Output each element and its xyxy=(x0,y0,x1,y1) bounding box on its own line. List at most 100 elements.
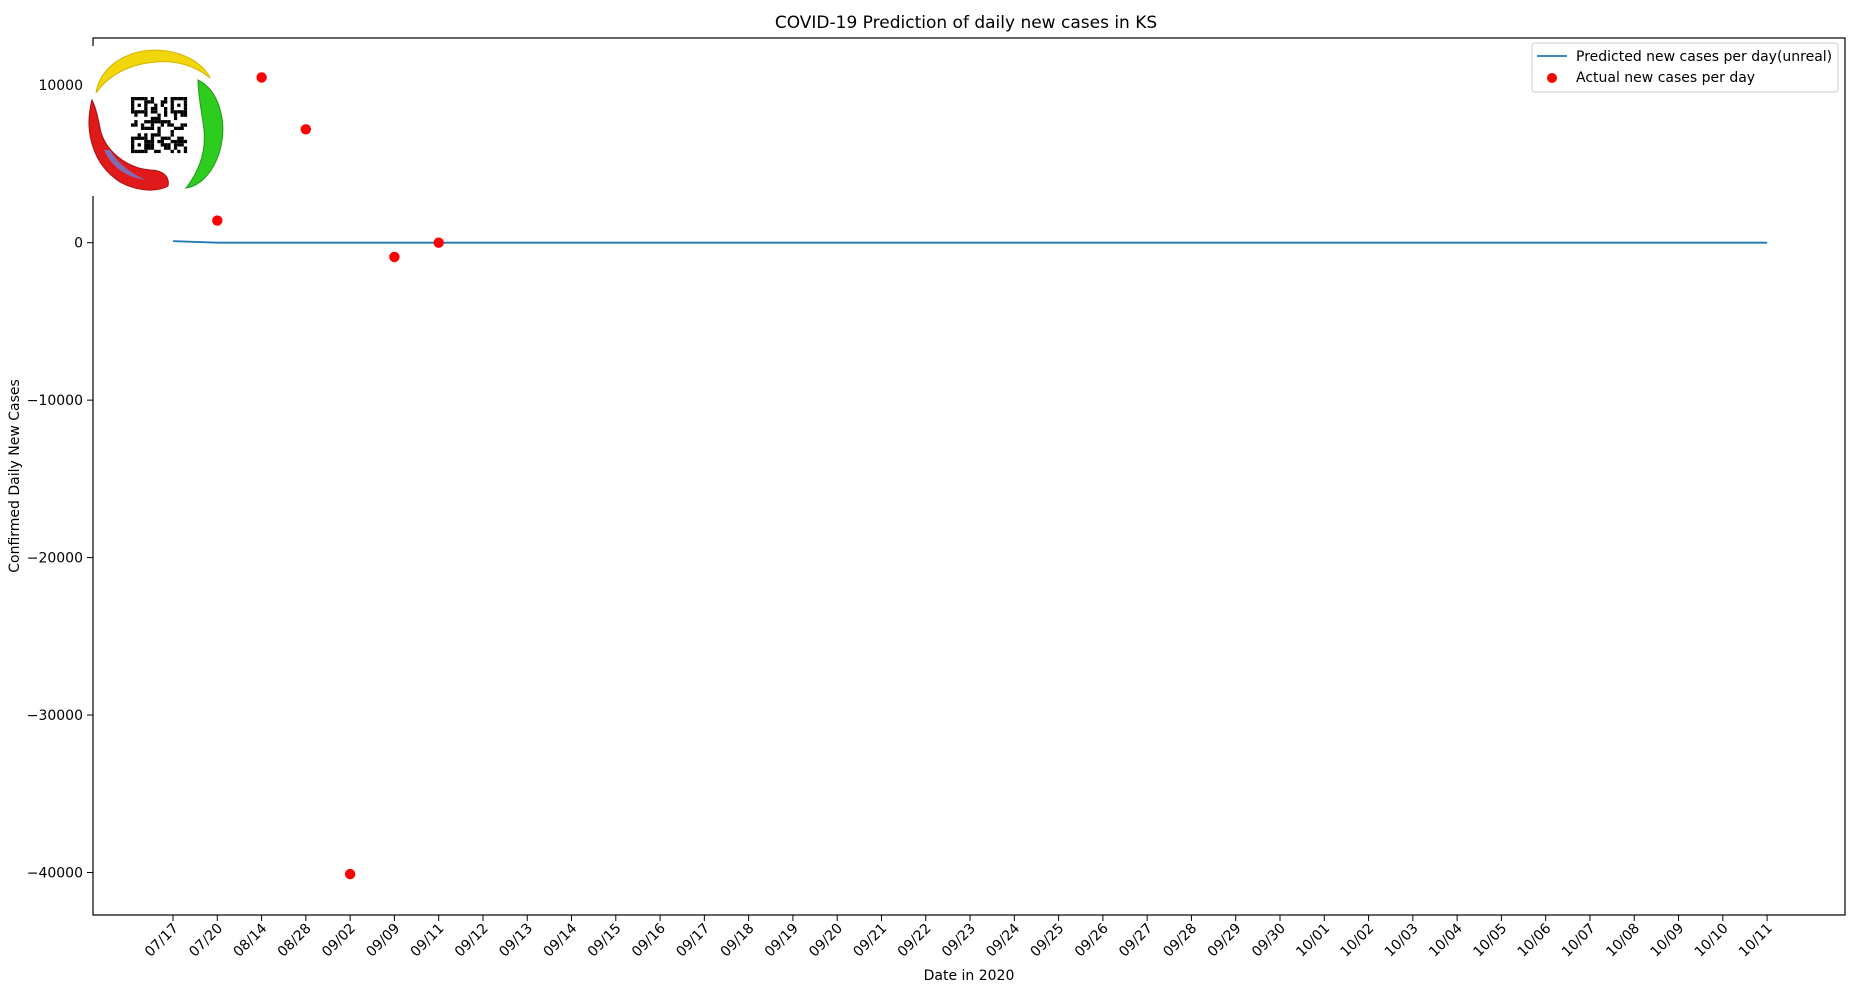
qr-module xyxy=(160,139,164,144)
y-tick-label: −20000 xyxy=(27,551,83,567)
qr-module xyxy=(134,136,138,140)
plot-frame xyxy=(92,37,1846,916)
qr-module xyxy=(164,97,168,101)
qr-module xyxy=(150,126,155,130)
qr-module xyxy=(160,100,164,104)
qr-module xyxy=(167,123,171,127)
actual-data-point xyxy=(212,215,223,226)
qr-module xyxy=(154,149,158,154)
qr-module xyxy=(147,146,151,150)
qr-module xyxy=(180,143,184,147)
qr-module xyxy=(150,136,155,140)
qr-module xyxy=(173,97,178,101)
qr-module xyxy=(180,97,184,101)
y-tick-label: 0 xyxy=(74,236,83,252)
qr-module xyxy=(137,103,141,107)
qr-module xyxy=(164,146,168,150)
qr-module xyxy=(177,136,181,140)
qr-module xyxy=(150,139,155,144)
qr-module xyxy=(177,110,181,114)
qr-module xyxy=(131,149,135,154)
qr-module xyxy=(180,126,184,130)
qr-module xyxy=(154,106,158,111)
qr-module xyxy=(140,123,145,127)
qr-module xyxy=(134,123,138,127)
qr-module xyxy=(150,120,155,124)
qr-module xyxy=(150,143,155,147)
qr-module xyxy=(167,136,171,140)
qr-module xyxy=(157,139,161,144)
qr-module xyxy=(173,139,178,144)
qr-module xyxy=(134,149,138,154)
qr-module xyxy=(131,97,135,101)
qr-module xyxy=(177,139,181,144)
qr-module xyxy=(131,103,135,107)
legend-frame xyxy=(1531,42,1839,93)
series-layer xyxy=(172,72,1768,880)
qr-module xyxy=(170,106,174,111)
legend-label-predicted: Predicted new cases per day(unreal) xyxy=(1576,49,1832,65)
qr-module xyxy=(170,139,174,144)
plot-area xyxy=(92,37,1846,916)
qr-module xyxy=(183,113,188,117)
qr-module xyxy=(183,149,188,154)
qr-module xyxy=(137,149,141,154)
y-tick-label: −40000 xyxy=(27,865,83,881)
qr-module xyxy=(131,143,135,147)
qr-module xyxy=(154,103,158,107)
qr-module xyxy=(170,110,174,114)
qr-module xyxy=(157,149,161,154)
qr-module xyxy=(183,97,188,101)
qr-module xyxy=(160,120,164,124)
qr-module xyxy=(173,116,178,121)
actual-data-point xyxy=(433,237,444,248)
qr-module xyxy=(170,130,174,134)
qr-module xyxy=(144,110,148,114)
qr-module xyxy=(177,143,181,147)
qr-module xyxy=(164,100,168,104)
qr-module xyxy=(177,97,181,101)
qr-module xyxy=(144,149,148,154)
y-axis: 10000 0 −10000 −20000 −30000 −40000 xyxy=(27,78,93,881)
qr-module xyxy=(164,110,168,114)
qr-module xyxy=(144,133,148,137)
qr-module xyxy=(177,103,181,107)
actual-data-point xyxy=(300,124,311,135)
y-tick-label: −10000 xyxy=(27,393,83,409)
qr-module xyxy=(180,123,184,127)
qr-module xyxy=(164,113,168,117)
logo-green-arc xyxy=(184,79,224,189)
qr-module xyxy=(137,97,141,101)
qr-module xyxy=(150,100,155,104)
qr-module xyxy=(140,126,145,130)
logo-yellow-arc xyxy=(95,49,211,94)
qr-module xyxy=(183,146,188,150)
qr-module xyxy=(134,110,138,114)
actual-data-point xyxy=(344,868,356,880)
qr-module xyxy=(131,123,135,127)
legend-label-actual: Actual new cases per day xyxy=(1576,70,1755,86)
qr-module xyxy=(157,120,161,124)
qr-module xyxy=(147,143,151,147)
qr-module xyxy=(131,136,135,140)
qr-module xyxy=(173,126,178,130)
qr-module xyxy=(134,97,138,101)
qr-module xyxy=(147,126,151,130)
qr-module xyxy=(173,110,178,114)
qr-module xyxy=(150,123,155,127)
qr-module xyxy=(167,120,171,124)
qr-module xyxy=(164,143,168,147)
qr-module xyxy=(180,136,184,140)
qr-module xyxy=(160,143,164,147)
qr-module xyxy=(144,113,148,117)
qr-module xyxy=(157,133,161,137)
qr-code-icon xyxy=(129,95,190,156)
qr-module xyxy=(173,113,178,117)
qr-module xyxy=(131,106,135,111)
qr-module xyxy=(144,97,148,101)
qr-module xyxy=(137,133,141,137)
qr-module xyxy=(144,136,148,140)
qr-module xyxy=(160,123,164,127)
qr-module xyxy=(170,133,174,137)
